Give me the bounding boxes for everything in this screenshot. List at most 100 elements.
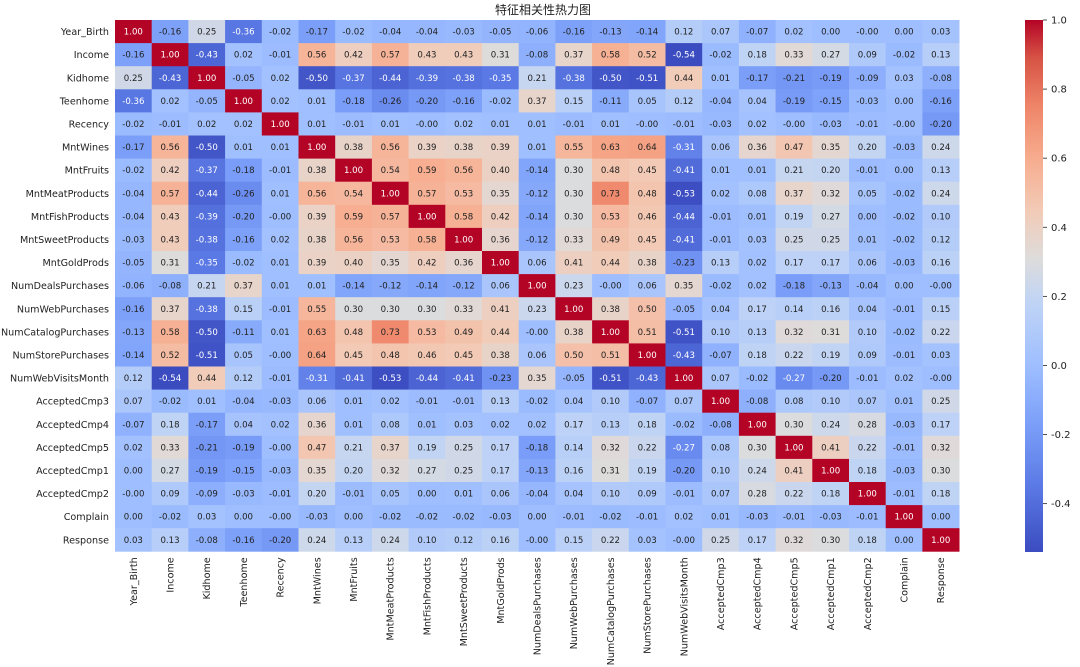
- heatmap-cell: [298, 482, 336, 506]
- cell-value: 0.37: [564, 51, 583, 61]
- cell-value: 0.01: [307, 120, 326, 130]
- cell-value: -0.03: [269, 397, 291, 407]
- cell-value: 0.35: [821, 143, 840, 153]
- heatmap-cell: [335, 158, 373, 183]
- cell-value: 0.17: [784, 259, 803, 269]
- cell-value: 0.01: [344, 397, 363, 407]
- cell-value: 0.58: [160, 328, 179, 338]
- heatmap-cell: [665, 251, 703, 275]
- cell-value: -0.20: [673, 466, 695, 476]
- heatmap-cell: [151, 181, 189, 206]
- cell-value: 0.38: [344, 143, 363, 153]
- heatmap-cell: [628, 112, 666, 136]
- cell-value: 0.43: [417, 51, 436, 61]
- heatmap-cell: [702, 204, 740, 229]
- heatmap-cell: [151, 412, 189, 437]
- cell-value: -0.02: [232, 259, 254, 269]
- heatmap-cell: [225, 458, 263, 483]
- heatmap-cell: [922, 66, 960, 90]
- cell-value: 0.32: [931, 443, 950, 453]
- cell-value: 0.25: [454, 443, 473, 453]
- heatmap-cell: [738, 505, 776, 529]
- cell-value: 1.00: [197, 74, 216, 84]
- cell-value: 0.17: [564, 420, 583, 430]
- cell-value: -0.51: [599, 374, 621, 384]
- heatmap-cell: [335, 343, 373, 367]
- heatmap-cell: [298, 112, 336, 136]
- cell-value: -0.16: [232, 536, 254, 546]
- heatmap-cell: [592, 66, 630, 90]
- cell-value: -0.01: [673, 490, 695, 500]
- cell-value: -0.03: [746, 513, 768, 523]
- cell-value: 0.19: [784, 212, 803, 222]
- cell-value: 0.35: [491, 189, 510, 199]
- heatmap-cell: [555, 112, 593, 136]
- colorbar-tick-label: 1.0: [1051, 16, 1067, 27]
- heatmap-cell: [445, 204, 483, 229]
- heatmap-cell: [151, 366, 189, 390]
- heatmap-cell: [261, 482, 299, 506]
- cell-value: -0.17: [196, 420, 218, 430]
- heatmap-cell: [555, 43, 593, 67]
- heatmap-cell: [298, 505, 336, 529]
- heatmap-cell: [298, 528, 336, 552]
- heatmap-cell: [261, 505, 299, 529]
- colorbar: 1.0 0.8 0.6 0.4 0.2 0.0 -0.2 -0.4: [1025, 16, 1071, 552]
- cell-value: 0.24: [381, 536, 400, 546]
- heatmap-cell: [555, 435, 593, 460]
- heatmap-cell: [482, 181, 520, 206]
- cell-value: 1.00: [821, 466, 840, 476]
- heatmap-cell: [518, 251, 556, 275]
- cell-value: -0.19: [820, 74, 842, 84]
- cell-value: -0.13: [122, 328, 144, 338]
- heatmap-cell: [665, 227, 703, 252]
- heatmap-cell: [775, 343, 813, 367]
- cell-value: 0.24: [748, 466, 767, 476]
- cell-value: 0.02: [711, 189, 730, 199]
- heatmap-cell: [445, 320, 483, 344]
- cell-value: 0.00: [234, 513, 253, 523]
- heatmap-cell: [408, 274, 446, 298]
- cell-value: 0.01: [454, 490, 473, 500]
- heatmap-cell: [115, 43, 153, 67]
- cell-value: -0.04: [122, 189, 144, 199]
- heatmap-cell: [738, 181, 776, 206]
- cell-value: -0.07: [636, 397, 658, 407]
- heatmap-cell: [738, 297, 776, 321]
- cell-value: 0.01: [234, 143, 253, 153]
- heatmap-cell: [922, 528, 960, 552]
- cell-value: 0.07: [674, 397, 693, 407]
- cell-value: 0.56: [454, 166, 473, 176]
- cell-value: -0.01: [636, 513, 658, 523]
- heatmap-cell: [665, 20, 703, 44]
- cell-value: -0.17: [122, 143, 144, 153]
- heatmap-cell: [555, 66, 593, 90]
- heatmap-cell: [188, 112, 226, 136]
- heatmap-cell: [775, 528, 813, 552]
- heatmap-cell: [445, 181, 483, 206]
- cell-value: 0.00: [821, 28, 840, 38]
- cell-value: -0.02: [159, 513, 181, 523]
- cell-value: 0.24: [821, 420, 840, 430]
- heatmap-cell: [261, 458, 299, 483]
- cell-value: -0.38: [563, 74, 585, 84]
- cell-value: -0.00: [269, 351, 291, 361]
- heatmap-cell: [371, 66, 409, 90]
- heatmap-cell: [225, 251, 263, 275]
- heatmap-cell: [408, 112, 446, 136]
- cell-value: 0.06: [527, 351, 546, 361]
- y-tick-label: AcceptedCmp5: [36, 443, 109, 454]
- heatmap-cell: [812, 528, 850, 552]
- cell-value: 1.00: [894, 513, 913, 523]
- heatmap-cell: [188, 158, 226, 183]
- cell-value: -0.13: [526, 466, 548, 476]
- heatmap-cell: [665, 89, 703, 113]
- heatmap-cell: [849, 204, 887, 229]
- cell-value: 0.01: [197, 397, 216, 407]
- cell-value: 0.32: [821, 189, 840, 199]
- cell-value: 0.22: [638, 443, 657, 453]
- cell-value: -0.01: [269, 305, 291, 315]
- heatmap-cell: [225, 412, 263, 437]
- cell-value: 0.15: [564, 97, 583, 107]
- heatmap-cell: [445, 343, 483, 367]
